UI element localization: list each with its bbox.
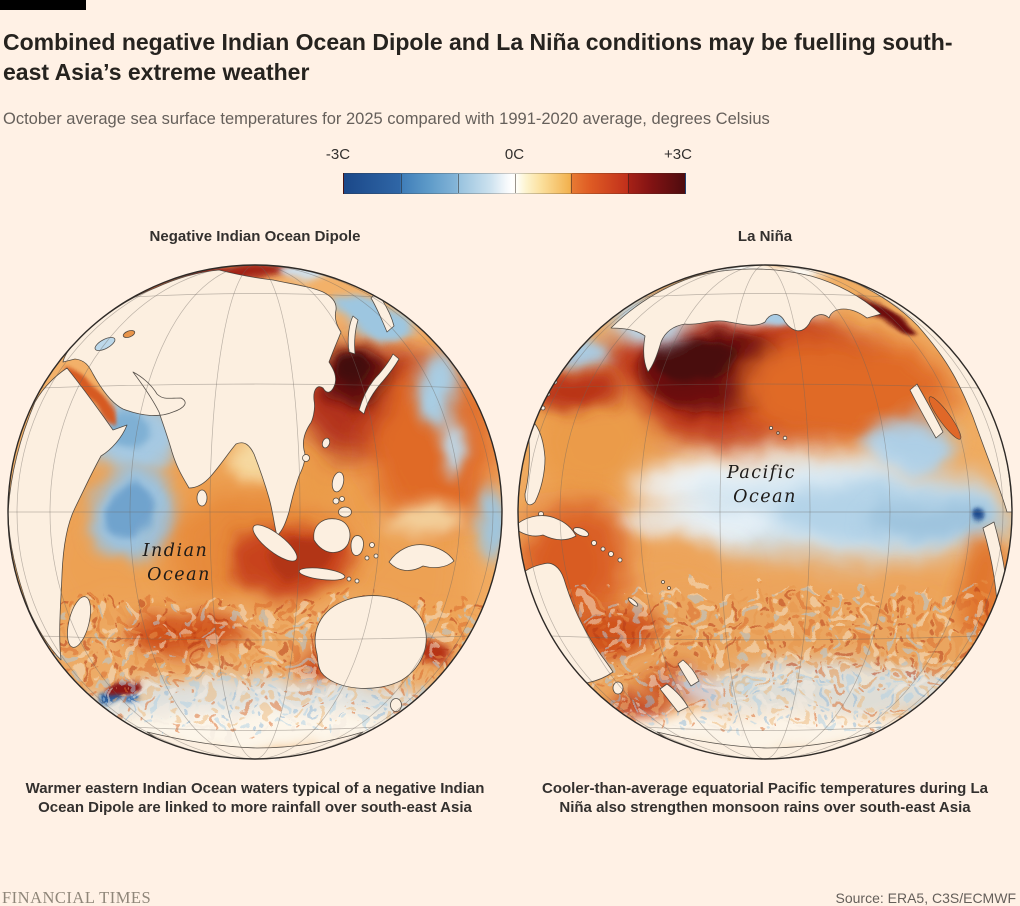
land-solomons2 [600,546,606,552]
land-hawaii2 [776,431,780,435]
ft-accent-bar [0,0,86,10]
color-scale-legend: -3C 0C +3C [326,146,692,196]
land-new-britain [573,527,589,537]
land-sumatra [252,524,298,562]
page-subtitle: October average sea surface temperatures… [3,109,770,128]
land-visayas [332,497,340,505]
land-solomons4 [617,557,623,563]
land-nz-south [659,683,689,713]
land-vanuatu [661,580,665,584]
land-sri-lanka [196,489,208,507]
land-lesser-sunda [346,576,352,582]
graticule [8,265,502,759]
globe-title-lanina: La Niña [737,228,793,245]
land-sakhalin [347,315,359,355]
source-credit: Source: ERA5, C3S/ECMWF [835,890,1017,906]
scale-tick-plus2 [628,174,630,193]
land-madagascar [67,596,91,648]
page-title: Combined negative Indian Ocean Dipole an… [3,29,953,86]
land-moluccas2 [373,553,379,559]
land-solomons [591,540,597,546]
scale-tick-minus2 [400,174,402,193]
scale-max-label: +3C [664,146,692,163]
land-baja-california [909,383,944,439]
color-scale-labels: -3C 0C +3C [326,146,692,168]
scale-mid-label: 0C [504,146,525,163]
land-moluccas [369,542,375,548]
land-nz-north [677,659,700,687]
globe-outline [517,264,1013,760]
land-tasmania [612,681,624,695]
land-fiji [667,586,671,590]
land-kamchatka [370,291,395,333]
land-luzon [331,471,345,493]
gulf-of-california [928,396,962,440]
land-visayas2 [339,496,345,502]
land-mindanao [338,506,352,518]
graticule [518,265,1012,759]
land-tasmania [390,698,402,712]
scale-min-label: -3C [325,146,351,163]
globe-indian-ocean: Indian Ocean [7,264,503,760]
land-eurasia [62,269,342,537]
land-africa [8,367,128,661]
pacific-ocean-label: Pacific Ocean [726,463,803,507]
scale-tick-zero [514,174,516,193]
land-new-guinea [388,544,455,571]
land-hawaii3 [782,435,788,441]
globe-iod-content [8,265,502,759]
land-hainan [302,454,310,462]
globe-title-iod: Negative Indian Ocean Dipole [149,228,361,245]
sst-field-layer [518,265,1012,759]
aral-sea [122,330,136,338]
globe-pacific-ocean: Pacific Ocean [517,264,1013,760]
land-borneo [313,518,351,553]
caspian-sea [94,337,116,351]
caption-lanina: Cooler-than-average equatorial Pacific t… [542,780,988,816]
land-taiwan [321,437,331,449]
land-chukotka-alaska [610,268,882,373]
land-solomons3 [608,551,614,557]
color-scale-bar [343,173,686,194]
land-java [298,567,346,581]
land-australia [314,595,427,689]
caption-iod: Warmer eastern Indian Ocean waters typic… [25,780,485,816]
land-japan [358,353,400,415]
land-new-caledonia [627,597,639,607]
land-moluccas3 [364,555,370,561]
indian-ocean-label: Indian Ocean [142,541,216,585]
land-sulawesi [350,535,364,556]
land-lesser-sunda2 [354,578,360,584]
land-new-guinea [518,515,577,541]
scale-tick-minus1 [457,174,459,193]
land-hawaii [768,425,773,430]
scale-tick-plus1 [571,174,573,193]
globe-outline [7,264,503,760]
globe-lanina-content [518,265,1012,759]
ft-brand-logo: FINANCIAL TIMES [2,888,152,906]
